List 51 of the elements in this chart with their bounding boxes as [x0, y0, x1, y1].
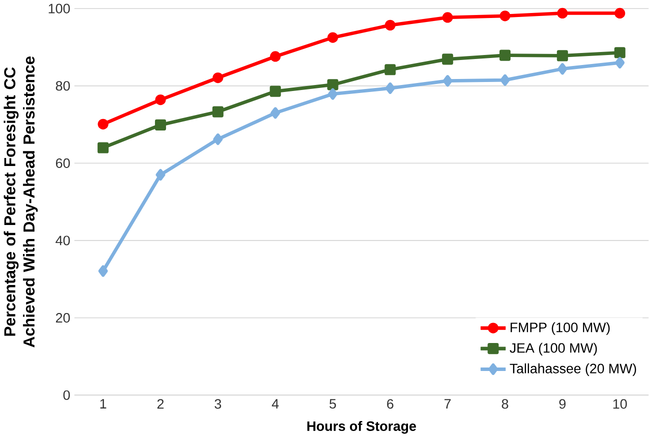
point	[500, 10, 510, 21]
x-tick-label: 2	[157, 398, 164, 408]
point	[442, 74, 452, 86]
point	[98, 118, 108, 130]
point	[328, 88, 338, 100]
point	[384, 64, 396, 75]
point	[384, 20, 396, 30]
point	[327, 78, 338, 90]
point	[212, 106, 224, 118]
point	[500, 74, 510, 86]
legend-label: Tallahassee (20 MW)	[510, 363, 636, 376]
x-axis-title: Hours of Storage	[307, 420, 416, 434]
point	[327, 32, 338, 43]
x-tick-label: 8	[502, 398, 508, 408]
point	[98, 142, 109, 154]
point	[155, 94, 166, 105]
point	[156, 168, 166, 180]
point	[614, 46, 626, 58]
y-tick-label: 0	[63, 390, 70, 400]
point	[442, 53, 454, 65]
point	[385, 82, 395, 94]
point	[270, 86, 281, 97]
y-axis-title: Percentage of Perfect Foresight CC Achieved With Day-Ahead Persistence	[4, 56, 38, 348]
y-tick-label: 20	[56, 312, 70, 322]
point	[154, 119, 166, 130]
point	[213, 133, 223, 145]
y-tick-label: 80	[56, 80, 70, 90]
x-tick-label: 5	[330, 398, 336, 408]
x-tick-label: 4	[272, 398, 279, 408]
x-tick-label: 7	[444, 398, 451, 408]
point	[442, 12, 453, 23]
x-tick-label: 1	[100, 398, 106, 408]
y-tick-label: 40	[56, 235, 70, 246]
x-tick-label: 10	[613, 398, 627, 408]
y-tick-label: 100	[48, 4, 70, 14]
x-tick-label: 3	[214, 398, 222, 408]
y-tick-label: 60	[56, 158, 70, 168]
x-tick-label: 9	[559, 398, 566, 408]
point	[212, 72, 224, 83]
point	[270, 106, 280, 118]
x-tick-label: 6	[387, 398, 394, 408]
point	[558, 62, 568, 74]
legend-label: FMPP (100 MW)	[510, 322, 610, 335]
point	[270, 50, 281, 62]
point	[556, 50, 568, 62]
point	[98, 265, 108, 277]
legend-label: JEA (100 MW)	[510, 342, 597, 356]
point	[499, 50, 511, 61]
point	[557, 8, 568, 18]
point	[615, 56, 625, 68]
point	[614, 8, 626, 18]
